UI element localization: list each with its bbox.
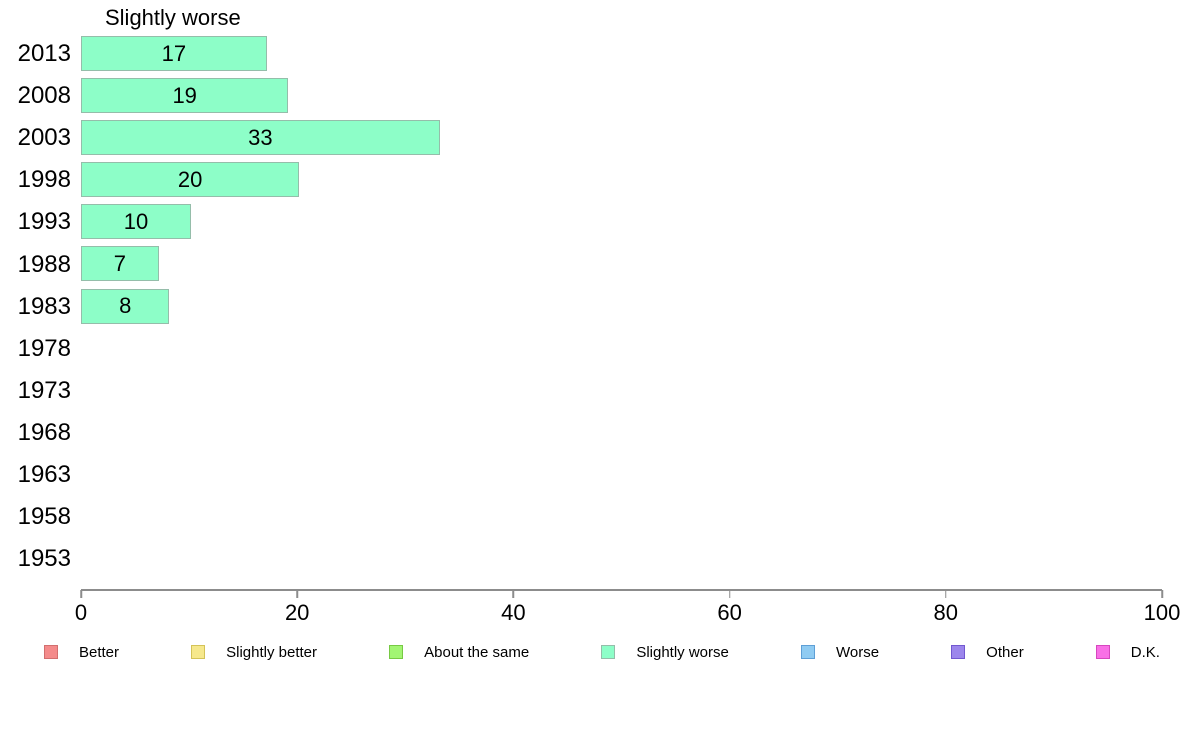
bar-value-label: 17	[161, 40, 187, 66]
y-axis-label: 2013	[17, 40, 71, 68]
legend-swatch-worse	[800, 645, 815, 659]
chart-row-1963: 1963	[0, 454, 1188, 496]
chart-row-1968: 1968	[0, 412, 1188, 454]
bar-1988: 7	[81, 246, 159, 282]
y-axis-label: 2008	[17, 82, 71, 110]
x-axis-tick-label: 20	[284, 600, 310, 625]
chart-row-1998: 1998 20	[0, 159, 1188, 201]
bar-2013: 17	[81, 36, 267, 71]
x-axis-tick-label: 80	[933, 600, 959, 625]
legend-swatch-better	[44, 645, 58, 659]
bar-value-label: 10	[123, 208, 149, 234]
bar-rows: 2013 17 2008 19 2003 33 1998 20 1993 10 1988 7 1983 8…	[0, 33, 1188, 580]
legend-item-slightly-better: Slightly better	[191, 644, 317, 661]
chart-title: Slightly worse	[105, 5, 241, 30]
y-axis-label: 2003	[17, 124, 71, 152]
legend-item-worse: Worse	[800, 643, 880, 661]
bar-2008: 19	[81, 78, 289, 114]
legend-label: Slightly worse	[636, 643, 729, 661]
bar-1998: 20	[81, 162, 300, 198]
legend-item-slightly-worse: Slightly worse	[601, 644, 729, 661]
chart-row-2013: 2013 17	[0, 33, 1188, 75]
legend-item-other: Other	[951, 644, 1024, 661]
y-axis-label: 1953	[17, 545, 71, 573]
x-axis-tick	[945, 590, 947, 598]
legend-item-better: Better	[44, 644, 119, 661]
legend-label: Slightly better	[226, 643, 318, 661]
legend-label: Other	[986, 643, 1024, 661]
x-axis-tick-label: 40	[501, 600, 526, 625]
legend-item-about-the-same: About the same	[389, 644, 529, 661]
bar-value-label: 8	[119, 293, 132, 319]
bar-2003: 33	[81, 120, 440, 156]
legend-item-d-k: D.K.	[1095, 643, 1160, 661]
bar-value-label: 20	[177, 166, 203, 192]
bar-1993: 10	[81, 204, 192, 240]
bar-value-label: 19	[172, 82, 197, 108]
chart-row-1993: 1993 10	[0, 201, 1188, 243]
legend-swatch-d-k	[1095, 645, 1110, 659]
bar-value-label: 7	[113, 250, 126, 276]
chart-row-1983: 1983 8	[0, 286, 1188, 328]
bar-1983: 8	[81, 288, 170, 324]
chart-row-2003: 2003 33	[0, 117, 1188, 159]
chart-row-1978: 1978	[0, 328, 1188, 370]
x-axis-tick-label: 0	[74, 600, 88, 625]
chart-row-1953: 1953	[0, 538, 1188, 580]
y-axis-label: 1988	[17, 250, 71, 278]
y-axis-label: 1973	[17, 376, 71, 404]
legend-swatch-slightly-better	[191, 645, 206, 659]
y-axis-label: 1978	[17, 334, 71, 362]
legend-label: Worse	[835, 643, 880, 661]
x-axis-tick-label: 60	[717, 600, 742, 625]
y-axis-label: 1963	[17, 460, 71, 488]
y-axis-label: 1998	[17, 166, 71, 194]
legend-label: About the same	[424, 643, 530, 661]
legend-swatch-about-the-same	[389, 645, 404, 659]
chart-row-1958: 1958	[0, 496, 1188, 538]
x-axis-tick	[728, 590, 731, 598]
x-axis-tick	[296, 590, 298, 598]
legend-swatch-other	[951, 645, 966, 659]
x-axis-tick-label: 100	[1143, 600, 1181, 625]
y-axis-label: 1968	[17, 418, 71, 446]
y-axis-label: 1958	[17, 503, 71, 531]
chart-row-1973: 1973	[0, 370, 1188, 412]
y-axis-label: 1993	[17, 208, 71, 236]
x-axis-tick	[1161, 590, 1163, 598]
legend-label: D.K.	[1130, 643, 1160, 661]
chart-row-1988: 1988 7	[0, 243, 1188, 285]
y-axis-label: 1983	[17, 292, 71, 320]
x-axis-tick	[512, 590, 515, 598]
chart-row-2008: 2008 19	[0, 75, 1188, 117]
legend: Better Slightly better About the same Sligh…	[44, 643, 1160, 661]
x-axis-tick	[80, 590, 82, 598]
x-axis-line: 0 20 40 60 80 100	[75, 589, 1180, 625]
legend-swatch-slightly-worse	[601, 645, 616, 659]
bar-value-label: 33	[248, 124, 273, 150]
legend-label: Better	[79, 643, 120, 661]
